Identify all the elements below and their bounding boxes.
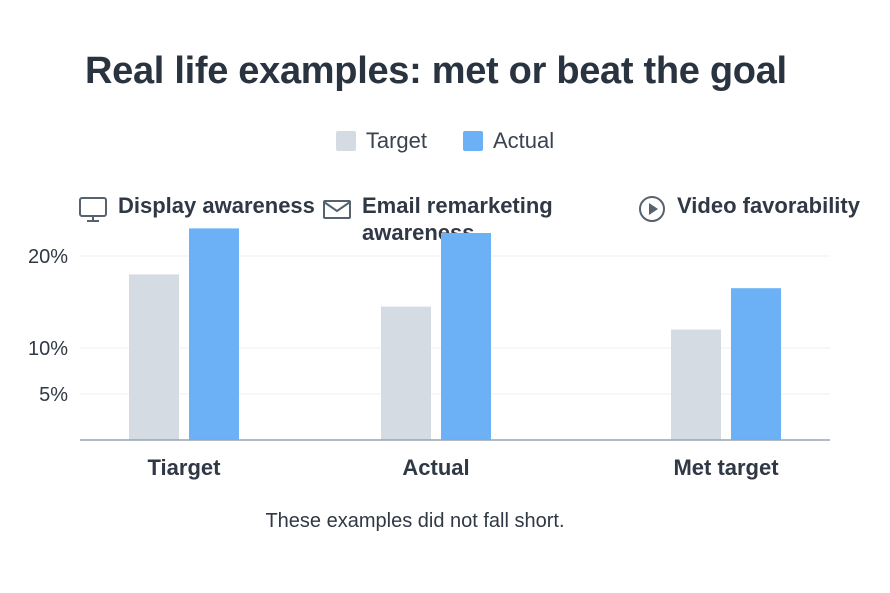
group-label-email-text: Email remarketing awareness	[362, 193, 553, 245]
legend-item-target: Target	[335, 128, 427, 154]
play-circle-icon	[639, 196, 665, 222]
envelope-icon	[323, 200, 351, 219]
y-tick-label: 10%	[28, 338, 68, 360]
x-category-label: Actual	[402, 455, 469, 480]
group-label-video-text: Video favorability	[677, 193, 860, 218]
legend-swatch-actual	[463, 131, 483, 151]
bar-actual-1	[441, 233, 491, 440]
legend-item-actual: Actual	[463, 128, 554, 154]
group-label-display: Display awareness	[78, 192, 315, 224]
bar-target-2	[671, 329, 721, 440]
monitor-icon	[79, 197, 107, 222]
bar-target-0	[129, 274, 179, 440]
group-label-video: Video favorability	[637, 192, 860, 224]
y-tick-label: 20%	[28, 246, 68, 268]
bar-target-1	[381, 306, 431, 440]
bar-actual-0	[189, 228, 239, 440]
x-category-label: Met target	[673, 455, 779, 480]
x-category-label: Tiarget	[148, 455, 222, 480]
group-label-email: Email remarketing awareness	[322, 192, 602, 246]
y-tick-label: 5%	[39, 384, 68, 406]
bar-actual-2	[731, 288, 781, 440]
legend-label-actual: Actual	[493, 128, 555, 153]
chart-legend: Target Actual	[0, 128, 890, 154]
group-label-display-text: Display awareness	[118, 193, 315, 218]
legend-swatch-target	[335, 131, 356, 151]
chart-footnote: These examples did not fall short.	[265, 510, 565, 532]
page-title: Real life examples: met or beat the goal	[85, 50, 787, 92]
legend-label-target: Target	[365, 128, 427, 153]
